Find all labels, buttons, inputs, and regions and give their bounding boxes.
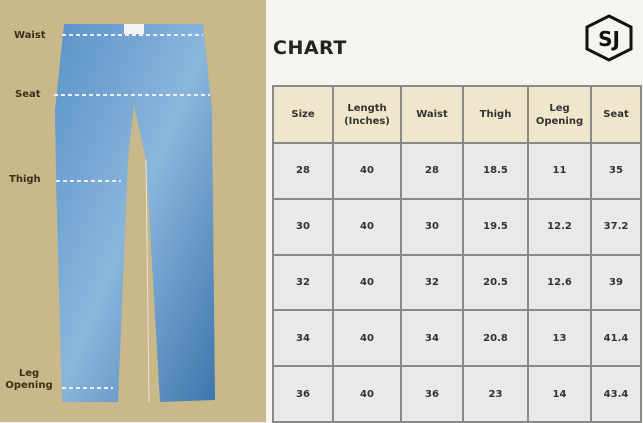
table-row: 36 40 36 23 14 43.4 (272, 365, 642, 423)
label-leg-opening: Leg Opening (5, 368, 53, 391)
table-cell: 34 (272, 309, 334, 368)
table-cell: 36 (272, 365, 334, 423)
table-cell: 40 (332, 142, 402, 200)
table-cell: 12.2 (527, 197, 592, 256)
table-cell: 40 (332, 197, 402, 256)
table-cell: 19.5 (462, 197, 529, 256)
table-cell: 35 (590, 142, 642, 200)
table-cell: 28 (400, 142, 464, 200)
table-cell: 37.2 (590, 197, 642, 256)
table-cell: 28 (272, 142, 334, 200)
table-header-row: Size Length (Inches) Waist Thigh Leg Ope… (272, 85, 642, 144)
table-cell: 20.8 (462, 309, 529, 368)
table-cell: 39 (590, 253, 642, 312)
label-waist: Waist (14, 30, 46, 41)
header-leg-opening: Leg Opening (527, 85, 592, 144)
svg-text:SJ: SJ (598, 27, 620, 51)
table-cell: 12.6 (527, 253, 592, 312)
label-thigh: Thigh (9, 174, 41, 185)
table-cell: 40 (332, 253, 402, 312)
table-cell: 13 (527, 309, 592, 368)
header-size: Size (272, 85, 334, 144)
table-cell: 34 (400, 309, 464, 368)
header-seat: Seat (590, 85, 642, 144)
table-row: 32 40 32 20.5 12.6 39 (272, 253, 642, 312)
table-cell: 23 (462, 365, 529, 423)
table-cell: 11 (527, 142, 592, 200)
table-cell: 41.4 (590, 309, 642, 368)
table-cell: 18.5 (462, 142, 529, 200)
table-cell: 40 (332, 309, 402, 368)
header-thigh: Thigh (462, 85, 529, 144)
header-length: Length (Inches) (332, 85, 402, 144)
header-waist: Waist (400, 85, 464, 144)
table-row: 28 40 28 18.5 11 35 (272, 142, 642, 200)
table-row: 34 40 34 20.8 13 41.4 (272, 309, 642, 368)
table-cell: 32 (272, 253, 334, 312)
brand-logo: SJ (585, 14, 633, 62)
size-chart-table: Size Length (Inches) Waist Thigh Leg Ope… (272, 85, 642, 423)
table-cell: 30 (400, 197, 464, 256)
chart-title: CHART (273, 37, 347, 59)
jeans-image (54, 24, 215, 403)
label-seat: Seat (15, 89, 41, 100)
table-cell: 40 (332, 365, 402, 423)
table-cell: 32 (400, 253, 464, 312)
table-cell: 43.4 (590, 365, 642, 423)
table-cell: 14 (527, 365, 592, 423)
jeans-illustration-panel: Waist Seat Thigh Leg Opening (0, 0, 266, 422)
table-cell: 20.5 (462, 253, 529, 312)
table-cell: 36 (400, 365, 464, 423)
table-row: 30 40 30 19.5 12.2 37.2 (272, 197, 642, 256)
table-cell: 30 (272, 197, 334, 256)
